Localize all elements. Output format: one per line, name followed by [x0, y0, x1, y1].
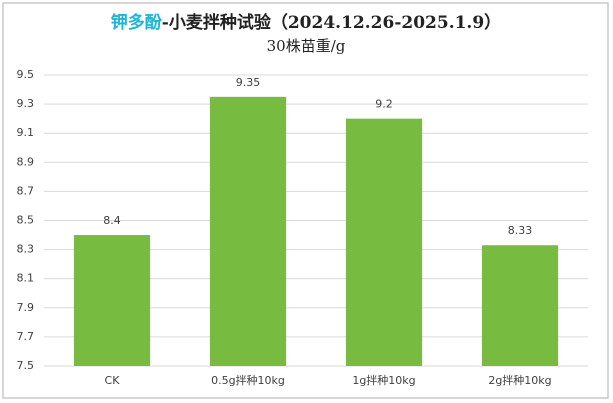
y-tick-label: 7.5 [17, 359, 35, 372]
value-label: 8.33 [508, 224, 533, 237]
x-tick-label: 0.5g拌种10kg [211, 373, 285, 387]
y-tick-label: 9.1 [17, 126, 35, 139]
bar [209, 96, 287, 366]
bar [73, 235, 151, 366]
title-rest: -小麦拌种试验（2024.12.26-2025.1.9） [162, 12, 501, 33]
y-tick-label: 8.3 [17, 243, 35, 256]
value-label: 8.4 [103, 214, 121, 227]
value-label: 9.35 [236, 76, 261, 89]
y-tick-label: 8.1 [17, 272, 35, 285]
title-highlight: 钾多酚 [111, 12, 163, 33]
x-tick-label: CK [105, 374, 121, 387]
x-tick-label: 1g拌种10kg [352, 373, 415, 387]
y-tick-label: 9.5 [17, 68, 35, 81]
value-label: 9.2 [375, 98, 393, 111]
x-tick-label: 2g拌种10kg [488, 373, 551, 387]
bar [481, 245, 559, 366]
y-tick-label: 8.9 [17, 155, 35, 168]
chart-title: 钾多酚-小麦拌种试验（2024.12.26-2025.1.9） [111, 12, 501, 33]
y-tick-label: 7.9 [17, 301, 35, 314]
y-tick-label: 9.3 [17, 97, 35, 110]
chart-subtitle: 30株苗重/g [267, 37, 346, 55]
y-tick-label: 7.7 [17, 330, 35, 343]
y-tick-label: 8.7 [17, 184, 35, 197]
bar [345, 118, 423, 367]
y-tick-label: 8.5 [17, 214, 35, 227]
